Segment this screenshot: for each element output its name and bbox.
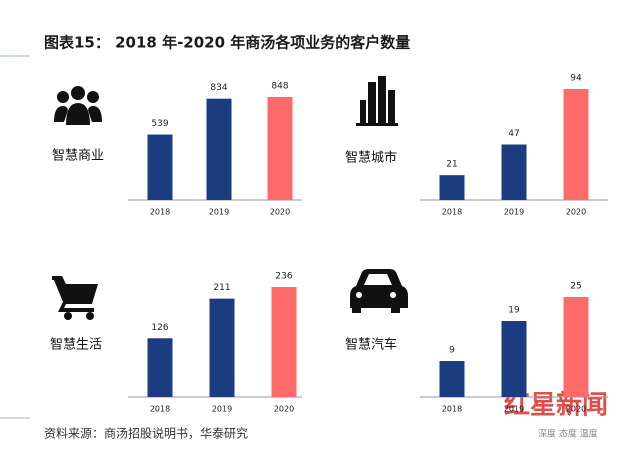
bar <box>563 297 589 397</box>
x-tick-label: 2018 <box>150 208 170 217</box>
bar <box>147 134 173 200</box>
x-tick-label: 2019 <box>504 208 524 217</box>
x-tick-label: 2018 <box>442 208 462 217</box>
panel-label: 智慧汽车 <box>345 337 397 353</box>
bar <box>147 338 173 397</box>
car-icon <box>350 269 408 313</box>
page-title: 图表15： 2018 年-2020 年商汤各项业务的客户数量 <box>44 34 410 52</box>
x-tick-label: 2020 <box>270 208 290 217</box>
bar <box>563 89 589 200</box>
x-tick-label: 2019 <box>209 208 229 217</box>
x-tick-label: 2019 <box>504 405 524 414</box>
value-label: 47 <box>508 129 519 139</box>
panel-label: 智慧城市 <box>345 150 397 166</box>
value-label: 539 <box>151 119 168 129</box>
value-label: 126 <box>151 323 168 333</box>
value-label: 94 <box>570 74 582 84</box>
value-label: 25 <box>570 282 581 292</box>
panel-label: 智慧生活 <box>50 337 102 353</box>
x-tick-label: 2018 <box>442 405 462 414</box>
x-tick-label: 2020 <box>566 405 586 414</box>
bar <box>271 287 297 397</box>
value-label: 848 <box>271 82 288 92</box>
bar <box>439 361 465 397</box>
source-note: 资料来源：商汤招股说明书，华泰研究 <box>44 426 248 441</box>
building-icon <box>356 76 398 126</box>
value-label: 9 <box>449 346 455 356</box>
cart-icon <box>52 276 98 320</box>
value-label: 19 <box>508 306 520 316</box>
bar <box>501 144 527 200</box>
bar <box>501 321 527 397</box>
x-tick-label: 2020 <box>274 405 294 414</box>
bar <box>209 298 235 397</box>
bar <box>439 175 465 200</box>
bar <box>267 97 293 200</box>
value-label: 21 <box>446 160 457 170</box>
bar <box>206 98 232 200</box>
x-tick-label: 2019 <box>212 405 232 414</box>
x-tick-label: 2018 <box>150 405 170 414</box>
value-label: 236 <box>275 272 292 282</box>
panel-label: 智慧商业 <box>52 148 104 164</box>
x-tick-label: 2020 <box>566 208 586 217</box>
value-label: 211 <box>213 283 230 293</box>
value-label: 834 <box>210 83 227 93</box>
people-icon <box>54 86 102 125</box>
watermark-slogan: 深度 态度 温度 <box>538 428 598 440</box>
